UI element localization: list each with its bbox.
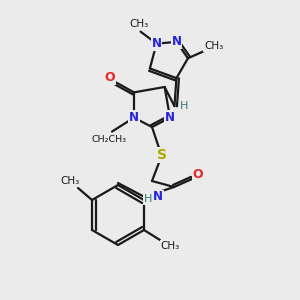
Text: N: N [129, 111, 139, 124]
Text: S: S [157, 148, 167, 162]
Text: O: O [105, 71, 115, 84]
Text: CH₂CH₃: CH₂CH₃ [92, 135, 127, 144]
Text: CH₃: CH₃ [60, 176, 80, 186]
Text: N: N [172, 35, 182, 48]
Text: CH₃: CH₃ [160, 241, 180, 251]
Text: N: N [165, 111, 175, 124]
Text: N: N [153, 190, 163, 203]
Text: H: H [144, 194, 152, 204]
Text: CH₃: CH₃ [129, 19, 148, 28]
Text: H: H [180, 101, 189, 111]
Text: O: O [193, 169, 203, 182]
Text: CH₃: CH₃ [204, 41, 224, 51]
Text: N: N [152, 37, 161, 50]
